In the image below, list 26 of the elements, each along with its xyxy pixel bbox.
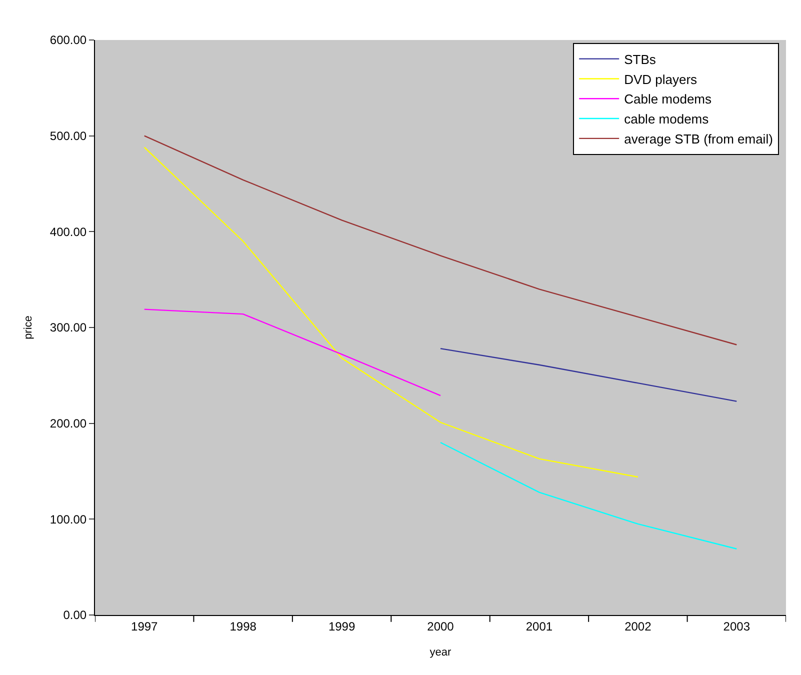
- y-tick-label: 300.00: [50, 320, 87, 335]
- x-tick-label: 2000: [427, 619, 454, 634]
- x-tick-label: 2003: [723, 619, 750, 634]
- x-tick-label: 1999: [328, 619, 356, 634]
- legend-label: cable modems: [624, 112, 710, 127]
- line-series: [144, 135, 738, 346]
- line-series: [440, 442, 738, 550]
- y-tick-label: 0.00: [63, 608, 87, 622]
- legend-label: average STB (from email): [624, 131, 773, 146]
- x-tick-label: 2001: [526, 619, 553, 634]
- x-tick-label: 1997: [131, 619, 158, 634]
- legend-label: DVD players: [624, 72, 698, 87]
- x-tick-label: 1998: [230, 619, 257, 634]
- line-series: [144, 146, 639, 478]
- line-series: [440, 348, 738, 402]
- legend-label: STBs: [624, 52, 656, 67]
- y-tick-label: 400.00: [50, 224, 87, 239]
- x-axis-title: year: [430, 646, 452, 659]
- y-axis-title: price: [22, 316, 35, 340]
- legend-label: Cable modems: [624, 92, 712, 107]
- y-tick-label: 500.00: [50, 129, 87, 144]
- y-tick-label: 100.00: [50, 512, 87, 526]
- line-series: [144, 308, 442, 396]
- y-tick-label: 200.00: [50, 416, 87, 431]
- x-tick-label: 2002: [624, 619, 652, 634]
- y-tick-label: 600.00: [50, 33, 87, 48]
